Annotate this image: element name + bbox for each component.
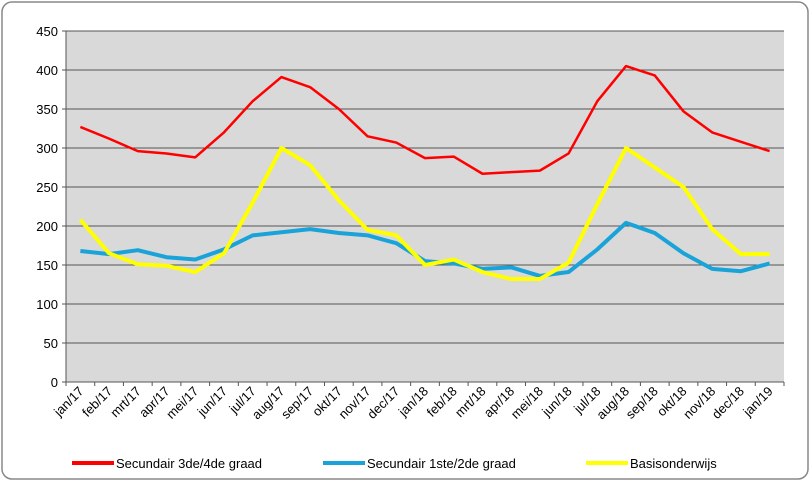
y-tick-label: 0: [51, 375, 58, 390]
y-tick-label: 250: [36, 180, 58, 195]
y-tick-label: 350: [36, 102, 58, 117]
line-series: [79, 64, 771, 175]
legend-label: Secundair 1ste/2de graad: [367, 456, 516, 471]
y-tick-label: 200: [36, 219, 58, 234]
legend-label: Secundair 3de/4de graad: [116, 456, 262, 471]
y-tick-label: 100: [36, 297, 58, 312]
y-tick-label: 400: [36, 63, 58, 78]
y-tick-label: 50: [44, 336, 58, 351]
plot-area: [66, 31, 784, 382]
legend-label: Basisonderwijs: [630, 456, 717, 471]
line-series: [80, 220, 771, 278]
y-tick-label: 300: [36, 141, 58, 156]
line-series: [78, 146, 770, 282]
y-tick-label: 450: [36, 24, 58, 39]
y-tick-label: 150: [36, 258, 58, 273]
